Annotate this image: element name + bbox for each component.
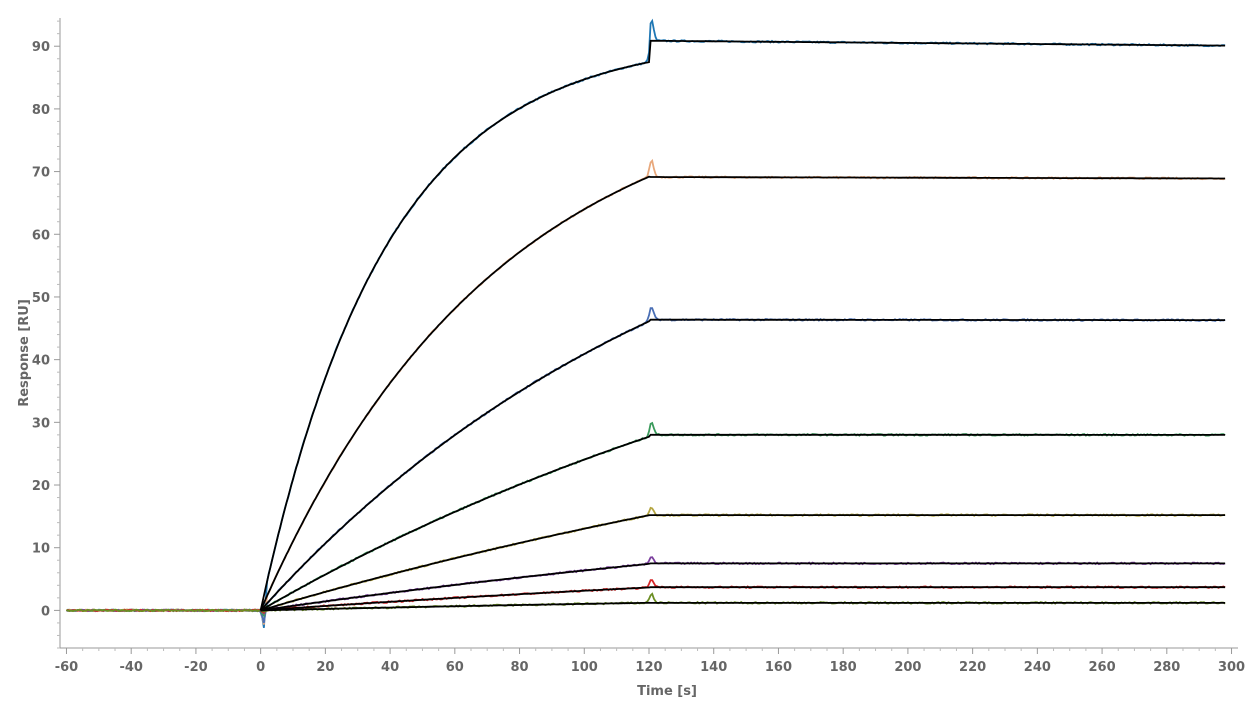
data-series-2 <box>65 158 1226 625</box>
x-tick-label: 240 <box>1024 660 1051 675</box>
x-tick-label: 220 <box>959 660 986 675</box>
fit-curve-6 <box>260 562 1226 612</box>
x-tick-label: 140 <box>700 660 727 675</box>
axes: 0 10 20 30 40 50 60 70 80 90 -60 -40 -20 0 20 40 60 80 100… <box>32 18 1245 675</box>
x-tick-label: 300 <box>1218 660 1245 675</box>
data-series-3 <box>66 307 1226 624</box>
data-series-group <box>65 18 1226 628</box>
x-tick-label: 60 <box>446 660 464 675</box>
data-series-1 <box>65 18 1226 628</box>
y-tick-label: 70 <box>32 166 50 181</box>
x-tick-label: 120 <box>635 660 662 675</box>
fit-curve-2 <box>259 175 1226 611</box>
fit-curve-8 <box>260 601 1226 612</box>
data-series-5 <box>66 506 1226 615</box>
y-tick-label: 50 <box>32 291 50 306</box>
x-tick-label: 180 <box>830 660 857 675</box>
y-tick-label: 20 <box>32 479 50 494</box>
y-axis-title: Response [RU] <box>17 299 32 407</box>
fit-curve-1 <box>259 39 1226 611</box>
y-tick-label: 60 <box>32 228 50 243</box>
x-tick-label: -60 <box>55 660 79 675</box>
data-series-6 <box>66 556 1226 615</box>
x-tick-label: -20 <box>184 660 208 675</box>
y-tick-label: 40 <box>32 354 50 369</box>
x-tick-label: 100 <box>571 660 598 675</box>
fit-curve-5 <box>260 514 1226 612</box>
x-tick-label: 80 <box>511 660 529 675</box>
y-tick-label: 10 <box>32 542 50 557</box>
x-tick-label: 160 <box>765 660 792 675</box>
fit-curve-3 <box>259 318 1226 612</box>
y-tick-label: 90 <box>32 40 50 55</box>
data-series-7 <box>66 579 1226 614</box>
x-tick-label: 20 <box>316 660 334 675</box>
fit-curve-4 <box>260 433 1226 612</box>
x-axis-title: Time [s] <box>637 684 697 699</box>
x-tick-label: -40 <box>119 660 143 675</box>
x-tick-label: 200 <box>894 660 921 675</box>
x-tick-label: 280 <box>1153 660 1180 675</box>
x-tick-label: 40 <box>381 660 399 675</box>
x-tick-label: 0 <box>256 660 265 675</box>
y-tick-label: 80 <box>32 103 50 118</box>
fit-curve-7 <box>260 586 1226 612</box>
y-tick-label: 30 <box>32 416 50 431</box>
fit-curves-group <box>259 39 1226 612</box>
x-tick-label: 260 <box>1089 660 1116 675</box>
y-tick-label: 0 <box>41 604 50 619</box>
